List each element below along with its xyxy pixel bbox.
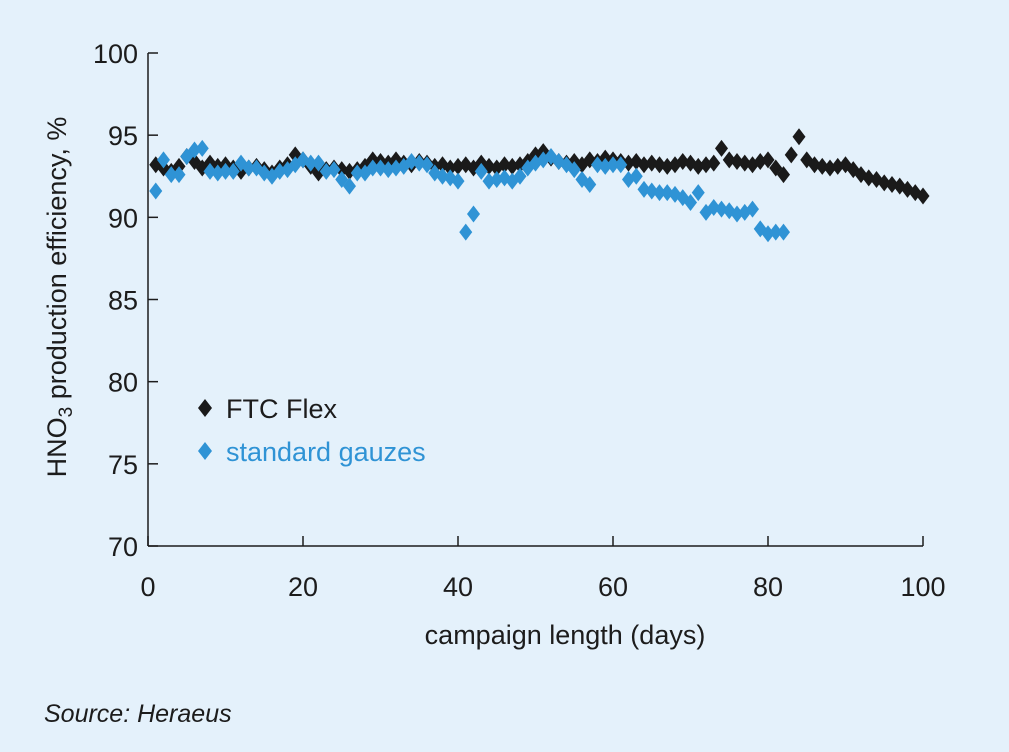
x-tick-label: 0	[140, 572, 155, 602]
data-point	[707, 154, 721, 172]
legend-label-ftc-flex: FTC Flex	[226, 394, 337, 424]
x-tick-label: 20	[288, 572, 318, 602]
data-point	[567, 161, 581, 179]
data-point	[916, 187, 930, 205]
x-tick-label: 80	[753, 572, 783, 602]
data-point	[653, 184, 666, 202]
y-tick-label: 100	[93, 39, 138, 69]
y-axis-title-rest: production efficiency, %	[42, 117, 72, 407]
data-point	[761, 151, 775, 169]
data-point	[350, 164, 364, 182]
data-point	[366, 159, 380, 177]
y-tick-label: 70	[108, 532, 138, 562]
data-point	[164, 166, 178, 184]
legend-marker-ftc-flex	[198, 399, 212, 417]
data-point	[157, 151, 170, 169]
x-tick-label: 60	[598, 572, 628, 602]
data-point	[467, 205, 480, 223]
data-point	[513, 167, 527, 185]
data-point	[684, 194, 697, 212]
data-point	[792, 128, 806, 146]
data-point	[172, 166, 186, 184]
data-point	[304, 154, 318, 172]
data-point	[746, 200, 759, 218]
data-point	[583, 175, 597, 193]
source-note: Source: Heraeus	[44, 700, 232, 728]
legend: FTC Flex standard gauzes	[198, 394, 426, 467]
y-tick-label: 75	[108, 450, 138, 480]
y-axis-title-main: HNO	[42, 417, 72, 477]
y-axis-title: HNO3 production efficiency, %	[42, 117, 77, 478]
y-tick-label: 90	[108, 203, 138, 233]
data-point	[691, 184, 705, 202]
data-point	[343, 177, 356, 195]
legend-marker-standard-gauzes	[198, 442, 212, 460]
data-point	[606, 156, 620, 174]
legend-label-standard-gauzes: standard gauzes	[226, 437, 426, 467]
x-axis-ticks: 0 20 40 60 80 100	[140, 536, 946, 602]
data-point	[219, 162, 232, 180]
data-point	[769, 223, 783, 241]
x-axis-title: campaign length (days)	[425, 620, 706, 650]
x-tick-label: 100	[900, 572, 945, 602]
data-point	[226, 162, 240, 180]
data-point	[149, 182, 163, 200]
data-point	[777, 223, 790, 241]
data-point	[784, 146, 798, 164]
data-point	[614, 156, 628, 174]
data-point	[312, 154, 325, 172]
y-axis-title-subscript: 3	[56, 407, 77, 418]
data-point	[715, 139, 728, 157]
series-1	[149, 139, 790, 243]
data-point	[629, 167, 643, 185]
data-point	[195, 139, 209, 157]
data-point	[327, 161, 341, 179]
data-point	[459, 223, 473, 241]
y-tick-label: 85	[108, 286, 138, 316]
y-tick-label: 95	[108, 121, 138, 151]
data-point	[777, 166, 790, 184]
data-point	[451, 172, 465, 190]
y-axis-ticks: 70 75 80 85 90 95 100	[93, 39, 158, 562]
data-point	[474, 162, 488, 180]
data-point	[420, 156, 434, 174]
y-tick-label: 80	[108, 368, 138, 398]
x-tick-label: 40	[443, 572, 473, 602]
plot-area	[149, 128, 930, 243]
data-point	[242, 159, 256, 177]
